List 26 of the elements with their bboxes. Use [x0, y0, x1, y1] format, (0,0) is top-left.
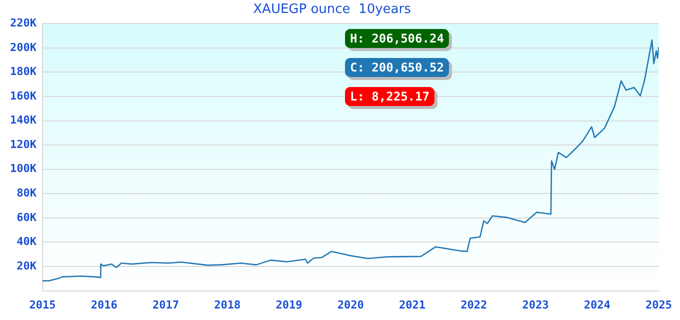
- y-tick-label: 220K: [10, 16, 37, 30]
- y-tick-label: 160K: [10, 89, 37, 102]
- x-tick-label: 2023: [522, 298, 549, 312]
- y-tick-label: 20K: [16, 259, 37, 272]
- y-tick-label: 60K: [16, 210, 37, 224]
- x-tick-label: 2019: [276, 298, 302, 312]
- y-tick-label: 80K: [16, 186, 37, 200]
- annotation: C: 200,650.52: [350, 60, 444, 75]
- annotation: L: 8,225.17: [350, 90, 430, 104]
- y-tick-label: 100K: [10, 162, 37, 176]
- y-tick-label: 120K: [10, 138, 37, 151]
- x-tick-label: 2018: [214, 298, 241, 312]
- x-tick-label: 2024: [584, 298, 611, 312]
- y-tick-label: 180K: [10, 65, 37, 78]
- x-tick-label: 2020: [337, 298, 364, 312]
- x-tick-label: 2021: [399, 298, 426, 312]
- y-tick-label: 200K: [10, 40, 37, 54]
- x-tick-label: 2015: [29, 298, 56, 312]
- y-tick-label: 40K: [16, 235, 37, 248]
- y-tick-label: 140K: [10, 114, 37, 127]
- annotation: H: 206,506.24: [350, 32, 444, 46]
- x-tick-label: 2022: [460, 298, 488, 312]
- x-tick-label: 2025: [646, 298, 672, 312]
- x-tick-label: 2016: [90, 298, 118, 312]
- x-tick-label: 2017: [152, 298, 179, 312]
- chart-title: XAUEGP ounce 10years: [253, 2, 412, 18]
